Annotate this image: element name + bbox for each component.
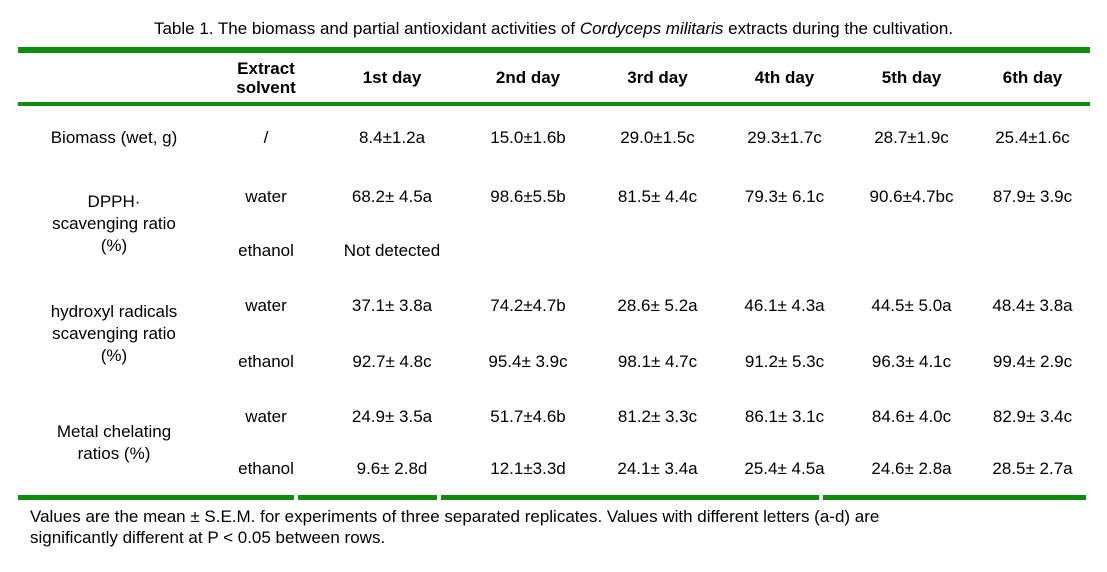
table-body: Biomass (wet, g) / 8.4±1.2a 15.0±1.6b 29… — [18, 106, 1090, 495]
table-caption: Table 1. The biomass and partial antioxi… — [0, 0, 1107, 40]
value-cell — [462, 224, 594, 278]
value-cell: 46.1± 4.3a — [744, 296, 825, 315]
value-cell: 98.6±5.5b — [490, 187, 566, 206]
value-cell — [721, 224, 848, 278]
value-cell: 28.5± 2.7a — [992, 459, 1073, 478]
table-top-rule — [18, 47, 1090, 53]
footnote-line-2: significantly different at P < 0.05 betw… — [30, 528, 386, 547]
row-label-hydroxyl: hydroxyl radicals scavenging ratio (%) — [50, 302, 178, 365]
row-hydroxyl-ethanol: ethanol 92.7± 4.8c 95.4± 3.9c 98.1± 4.7c… — [18, 334, 1090, 390]
value-cell: 37.1± 3.8a — [351, 296, 433, 315]
value-cell: 81.5± 4.4c — [617, 187, 698, 206]
value-cell: 79.3± 6.1c — [744, 187, 825, 206]
row-label-dpph: DPPH· scavenging ratio (%) — [52, 192, 176, 255]
value-cell: 74.2±4.7b — [490, 296, 566, 315]
value-cell: 24.9± 3.5a — [351, 406, 433, 426]
value-cell: 24.1± 3.4a — [617, 459, 698, 478]
header-day-2: 2nd day — [495, 68, 561, 87]
table-bottom-rule — [18, 495, 1090, 500]
value-cell: 90.6±4.7bc — [869, 187, 954, 206]
value-cell: 24.6± 2.8a — [871, 459, 952, 478]
value-cell — [594, 224, 721, 278]
value-cell: 25.4± 4.5a — [744, 459, 825, 478]
value-cell: 48.4± 3.8a — [992, 296, 1073, 315]
header-day-6: 6th day — [1002, 68, 1063, 87]
value-cell: 84.6± 4.0c — [871, 406, 952, 426]
header-day-5: 5th day — [881, 68, 942, 87]
row-hydroxyl-water: hydroxyl radicals scavenging ratio (%) w… — [18, 278, 1090, 365]
value-cell — [975, 224, 1090, 278]
header-row: Extract solvent 1st day 2nd day 3rd day … — [18, 53, 1090, 102]
value-cell: 98.1± 4.7c — [617, 352, 698, 371]
value-cell: 8.4±1.2a — [358, 128, 426, 147]
rule-segment — [441, 495, 819, 500]
solvent-cell: ethanol — [238, 241, 294, 260]
value-cell: 81.2± 3.3c — [617, 406, 698, 426]
value-cell: 44.5± 5.0a — [871, 296, 952, 315]
value-cell: 25.4±1.6c — [995, 128, 1070, 147]
solvent-cell: / — [263, 128, 269, 147]
value-cell: 82.9± 3.4c — [992, 406, 1073, 426]
data-table: Extract solvent 1st day 2nd day 3rd day … — [18, 47, 1090, 548]
footnote-line-1: Values are the mean ± S.E.M. for experim… — [30, 507, 880, 526]
rule-segment — [298, 495, 437, 500]
solvent-cell: water — [245, 406, 287, 426]
value-cell: 28.7±1.9c — [874, 128, 949, 147]
solvent-cell: ethanol — [238, 352, 294, 371]
value-cell: 9.6± 2.8d — [356, 459, 428, 478]
row-label-biomass: Biomass (wet, g) — [50, 128, 178, 147]
value-cell — [848, 224, 975, 278]
value-cell: 92.7± 4.8c — [352, 352, 432, 371]
species-name: Cordyceps militaris — [579, 19, 724, 38]
value-cell: 95.4± 3.9c — [488, 352, 568, 371]
value-cell: 86.1± 3.1c — [744, 406, 825, 426]
solvent-cell: water — [245, 296, 287, 315]
value-cell: 68.2± 4.5a — [351, 187, 433, 206]
value-cell: 29.3±1.7c — [747, 128, 822, 147]
caption-suffix: extracts during the cultivation. — [723, 19, 954, 38]
value-cell: Not detected — [343, 241, 441, 260]
row-label-metal-chelating: Metal chelating ratios (%) — [56, 421, 172, 463]
value-cell: 87.9± 3.9c — [992, 187, 1073, 206]
rule-segment — [823, 495, 1086, 500]
header-day-1: 1st day — [362, 68, 422, 87]
header-day-3: 3rd day — [627, 68, 688, 87]
value-cell: 29.0±1.5c — [620, 128, 695, 147]
empty-header-cell — [18, 53, 210, 102]
table-header: Extract solvent 1st day 2nd day 3rd day … — [18, 53, 1090, 102]
value-cell: 15.0±1.6b — [490, 128, 566, 147]
value-cell: 51.7±4.6b — [490, 406, 566, 426]
table-footnote: Values are the mean ± S.E.M. for experim… — [18, 500, 1090, 548]
header-separator-rule — [18, 102, 1090, 106]
value-cell: 91.2± 5.3c — [744, 352, 825, 371]
header-day-4: 4th day — [754, 68, 815, 87]
caption-prefix: Table 1. The biomass and partial antioxi… — [153, 19, 580, 38]
row-dpph-water: DPPH· scavenging ratio (%) water 68.2± 4… — [18, 170, 1090, 255]
solvent-cell: water — [245, 187, 287, 206]
rule-segment — [18, 495, 294, 500]
header-extract-solvent: Extract solvent — [236, 58, 296, 97]
row-metal-water: Metal chelating ratios (%) water 24.9± 3… — [18, 390, 1090, 463]
row-dpph-ethanol: ethanol Not detected — [18, 224, 1090, 278]
solvent-cell: ethanol — [238, 459, 294, 478]
value-cell: 96.3± 4.1c — [871, 352, 952, 371]
row-biomass: Biomass (wet, g) / 8.4±1.2a 15.0±1.6b 29… — [18, 106, 1090, 170]
value-cell: 28.6± 5.2a — [617, 296, 698, 315]
value-cell: 99.4± 2.9c — [992, 352, 1073, 371]
row-metal-ethanol: ethanol 9.6± 2.8d 12.1±3.3d 24.1± 3.4a 2… — [18, 443, 1090, 495]
value-cell: 12.1±3.3d — [490, 459, 566, 478]
